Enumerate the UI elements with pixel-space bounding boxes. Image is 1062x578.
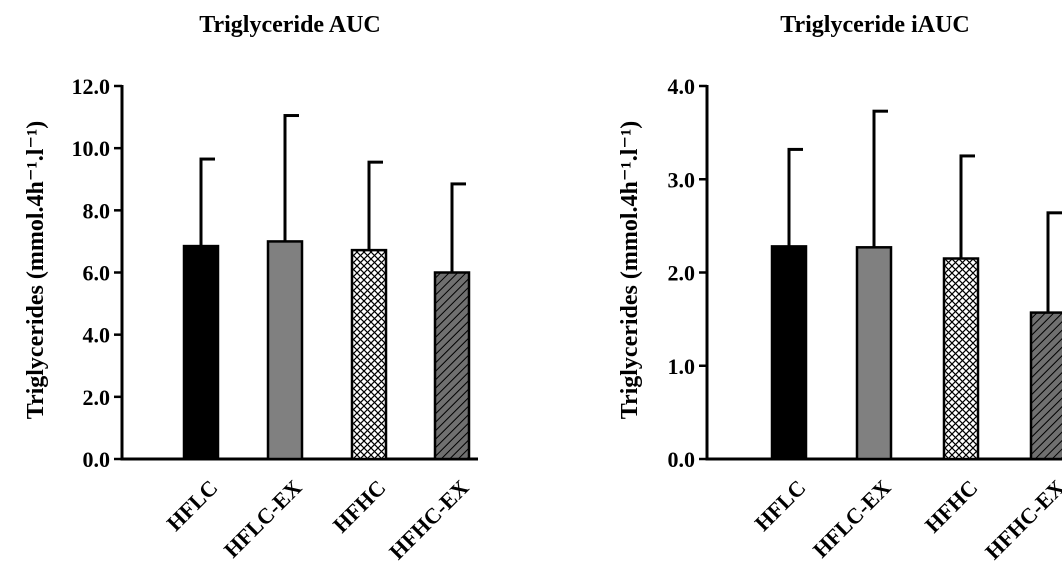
- x-tick-label: HFHC: [920, 475, 983, 538]
- x-tick-label: HFHC-EX: [980, 475, 1062, 564]
- chart-title: Triglyceride AUC: [199, 12, 381, 38]
- y-tick-label: 2.0: [83, 385, 111, 410]
- y-tick-label: 2.0: [668, 261, 696, 286]
- x-tick-label: HFLC: [162, 475, 223, 536]
- y-tick-label: 6.0: [83, 261, 111, 286]
- bar-hfhc-ex: [433, 271, 471, 461]
- y-tick-label: 4.0: [83, 323, 111, 348]
- x-tick-label: HFHC: [328, 475, 391, 538]
- y-tick-label: 8.0: [83, 198, 111, 223]
- chart-panel-auc: Triglyceride AUC Triglycerides (mmol.4h⁻…: [23, 12, 478, 564]
- y-tick-label: 1.0: [668, 354, 696, 379]
- y-axis-label: Triglycerides (mmol.4h⁻¹.l⁻¹): [23, 121, 49, 420]
- y-tick-label: 3.0: [668, 167, 696, 192]
- y-axis-label: Triglycerides (mmol.4h⁻¹.l⁻¹): [617, 121, 643, 420]
- bar-hflc-ex: [266, 240, 304, 461]
- y-tick-label: 12.0: [72, 74, 111, 99]
- y-tick-label: 0.0: [83, 447, 111, 472]
- x-tick-label: HFLC-EX: [219, 475, 307, 563]
- y-tick-label: 0.0: [668, 447, 696, 472]
- bar-hfhc: [942, 257, 980, 461]
- bar-hflc: [182, 244, 220, 461]
- bar-hflc: [770, 245, 808, 461]
- x-tick-label: HFHC-EX: [384, 475, 473, 564]
- x-tick-label: HFLC: [750, 475, 811, 536]
- bar-hfhc: [350, 248, 388, 461]
- x-tick-label: HFLC-EX: [808, 475, 896, 563]
- y-tick-label: 4.0: [668, 74, 696, 99]
- y-tick-label: 10.0: [72, 136, 111, 161]
- chart-panel-iauc: Triglyceride iAUC Triglycerides (mmol.4h…: [617, 12, 1062, 564]
- bar-hflc-ex: [855, 246, 893, 461]
- bar-hfhc-ex: [1029, 311, 1062, 461]
- chart-title: Triglyceride iAUC: [780, 12, 970, 38]
